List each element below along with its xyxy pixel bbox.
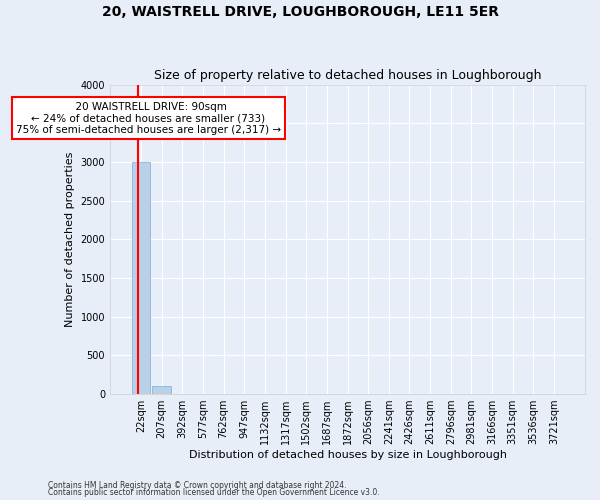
- Y-axis label: Number of detached properties: Number of detached properties: [65, 152, 75, 327]
- X-axis label: Distribution of detached houses by size in Loughborough: Distribution of detached houses by size …: [188, 450, 506, 460]
- Bar: [131, 162, 150, 394]
- Text: Contains public sector information licensed under the Open Government Licence v3: Contains public sector information licen…: [48, 488, 380, 497]
- Text: 20 WAISTRELL DRIVE: 90sqm
← 24% of detached houses are smaller (733)
75% of semi: 20 WAISTRELL DRIVE: 90sqm ← 24% of detac…: [16, 102, 281, 135]
- Bar: [152, 386, 171, 394]
- Text: Contains HM Land Registry data © Crown copyright and database right 2024.: Contains HM Land Registry data © Crown c…: [48, 480, 347, 490]
- Title: Size of property relative to detached houses in Loughborough: Size of property relative to detached ho…: [154, 69, 541, 82]
- Text: 20, WAISTRELL DRIVE, LOUGHBOROUGH, LE11 5ER: 20, WAISTRELL DRIVE, LOUGHBOROUGH, LE11 …: [101, 5, 499, 19]
